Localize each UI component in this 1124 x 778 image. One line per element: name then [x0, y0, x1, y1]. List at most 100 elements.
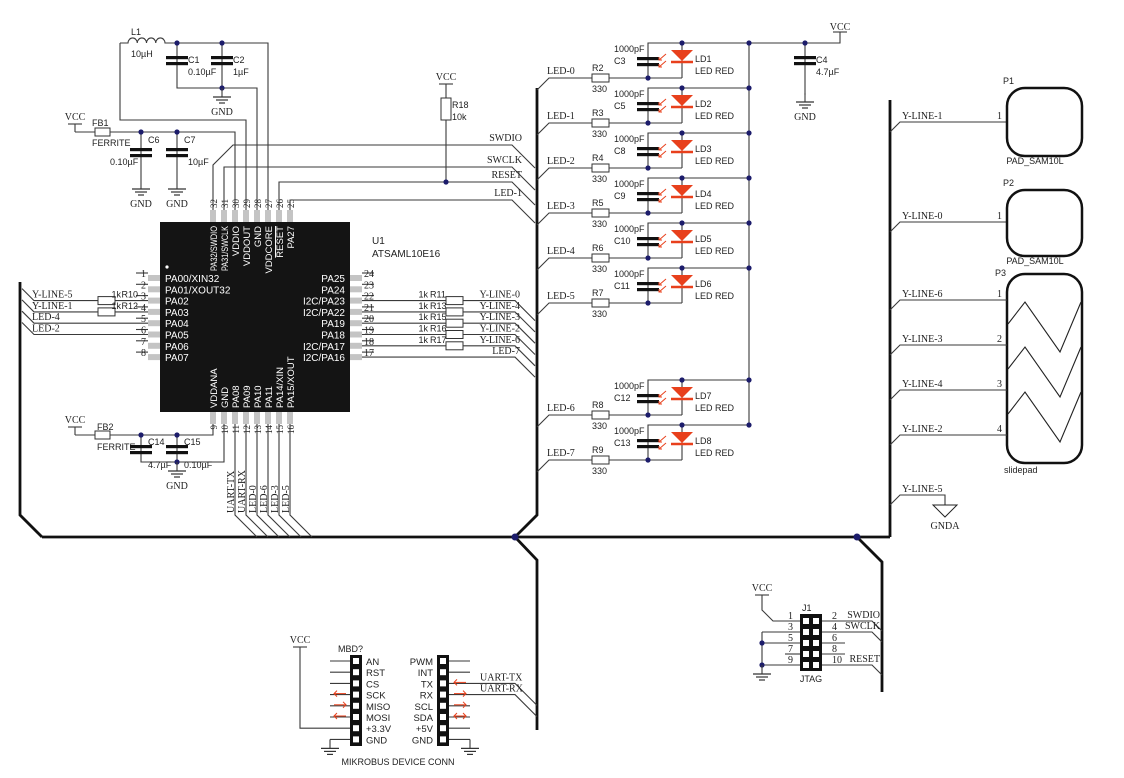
wire: [647, 87, 749, 123]
mikrobus-pin-label: GND: [412, 735, 433, 746]
mcu-pin: [350, 342, 362, 349]
mcu-pin: [232, 412, 238, 424]
capacitor-ref: C13: [614, 438, 631, 448]
pin-number: 13: [253, 425, 263, 435]
mikrobus-pin-label: INT: [418, 668, 434, 679]
junction-dot: [759, 640, 765, 646]
resistor-value: 1k: [418, 335, 428, 345]
mcu-pin: [148, 308, 160, 315]
capacitor-icon: [166, 148, 188, 152]
junction-dot: [174, 40, 180, 46]
bus-middle: [514, 88, 539, 538]
mcu-pin: [243, 210, 249, 222]
header-pin: [440, 691, 446, 698]
junction-dot: [645, 120, 651, 126]
uart-net-wire: [449, 682, 538, 706]
junction-dot: [679, 175, 685, 181]
uart-net-wire: [449, 694, 538, 717]
junction-dot: [443, 179, 449, 185]
slider-ref: P3: [995, 268, 1006, 278]
pin-name: PA11: [264, 386, 275, 408]
net-label: LED-6: [259, 485, 270, 513]
junction-dot: [174, 129, 180, 135]
pin-number: 17: [364, 348, 374, 359]
header-pin: [353, 680, 359, 687]
signal-arrow-icon: [342, 701, 347, 709]
touch-net-wire: [889, 121, 1007, 133]
resistor-icon: [445, 318, 464, 328]
net-label: Y-LINE-6: [479, 335, 520, 346]
capacitor-value: 1000pF: [614, 179, 645, 189]
capacitor-ref: C3: [614, 56, 626, 66]
net-label: Y-LINE-1: [902, 111, 943, 122]
pin-number: 1: [997, 289, 1002, 300]
light-arrow-icon: [658, 233, 667, 241]
resistor-icon: [445, 296, 464, 306]
net-wire: [289, 424, 313, 538]
pin-name: PA24: [321, 285, 345, 296]
junction-dot: [679, 130, 685, 136]
net-label: SWCLK: [487, 155, 523, 166]
header-pin: [353, 691, 359, 698]
pin-number: 6: [141, 326, 146, 337]
pin-number: 4: [141, 303, 146, 314]
bus-jtag: [856, 536, 884, 692]
capacitor-icon: [637, 394, 659, 398]
resistor-value: 330: [592, 174, 607, 184]
net-wire: [463, 345, 536, 367]
mcu-pin: [350, 354, 362, 361]
resistor-value: 330: [592, 466, 607, 476]
gnd-label: GND: [211, 107, 233, 118]
pin-name: PA05: [165, 331, 189, 342]
mcu-pin: [148, 331, 160, 338]
wire: [647, 177, 749, 213]
net-wire: [245, 424, 269, 538]
mikrobus-pin-label: GND: [366, 735, 387, 746]
led-ref: LD8: [695, 436, 712, 446]
junction-dot: [853, 533, 861, 541]
slider-net-wire: [889, 434, 1007, 446]
pin-name: VDDANA: [209, 368, 220, 408]
header-pin: [440, 714, 446, 720]
pin-name: PA04: [165, 319, 189, 330]
resistor-icon: [445, 341, 464, 351]
mcu-pin: [254, 412, 260, 424]
resistor-ref: R8: [592, 400, 604, 410]
pin-number: 14: [264, 425, 274, 435]
vcc-label: VCC: [65, 415, 86, 426]
capacitor-ref: C12: [614, 393, 631, 403]
net-label: Y-LINE-3: [902, 334, 943, 345]
capacitor-icon: [130, 148, 152, 152]
resistor-icon: [591, 410, 610, 420]
pin-name: GND: [253, 226, 264, 247]
pin-number: 11: [231, 425, 241, 434]
pin-number: 21: [364, 303, 374, 314]
pad-value: PAD_SAM10L: [1006, 256, 1063, 266]
light-arrow-icon: [658, 285, 667, 293]
net-label: LED-5: [281, 485, 292, 513]
pin-number: 2: [997, 334, 1002, 345]
net-label: LED-6: [547, 403, 575, 414]
jtag-net-wire: [822, 664, 883, 676]
pin-name: I2C/PA23: [303, 297, 345, 308]
mcu-pin: [221, 210, 227, 222]
mcu-pin: [210, 412, 216, 424]
wire-vddio: [110, 131, 236, 210]
pin-number: 19: [364, 326, 374, 337]
pin-number: 10: [832, 655, 842, 666]
c14-value: 4.7µF: [148, 460, 172, 470]
mcu-pin: [148, 297, 160, 304]
led-net-wire: [536, 257, 682, 271]
capacitor-ref: C10: [614, 236, 631, 246]
wire: [647, 267, 749, 303]
fb2-value: FERRITE: [97, 442, 136, 452]
led-ref: LD2: [695, 99, 712, 109]
junction-dot: [679, 377, 685, 383]
net-label: SWCLK: [845, 621, 881, 632]
capacitor-value: 1000pF: [614, 134, 645, 144]
net-label: RESET: [849, 654, 880, 665]
pin-number: 1: [788, 611, 793, 622]
pin-number: 22: [364, 292, 374, 303]
gnd-label: GND: [166, 199, 188, 210]
junction-dot: [219, 40, 225, 46]
